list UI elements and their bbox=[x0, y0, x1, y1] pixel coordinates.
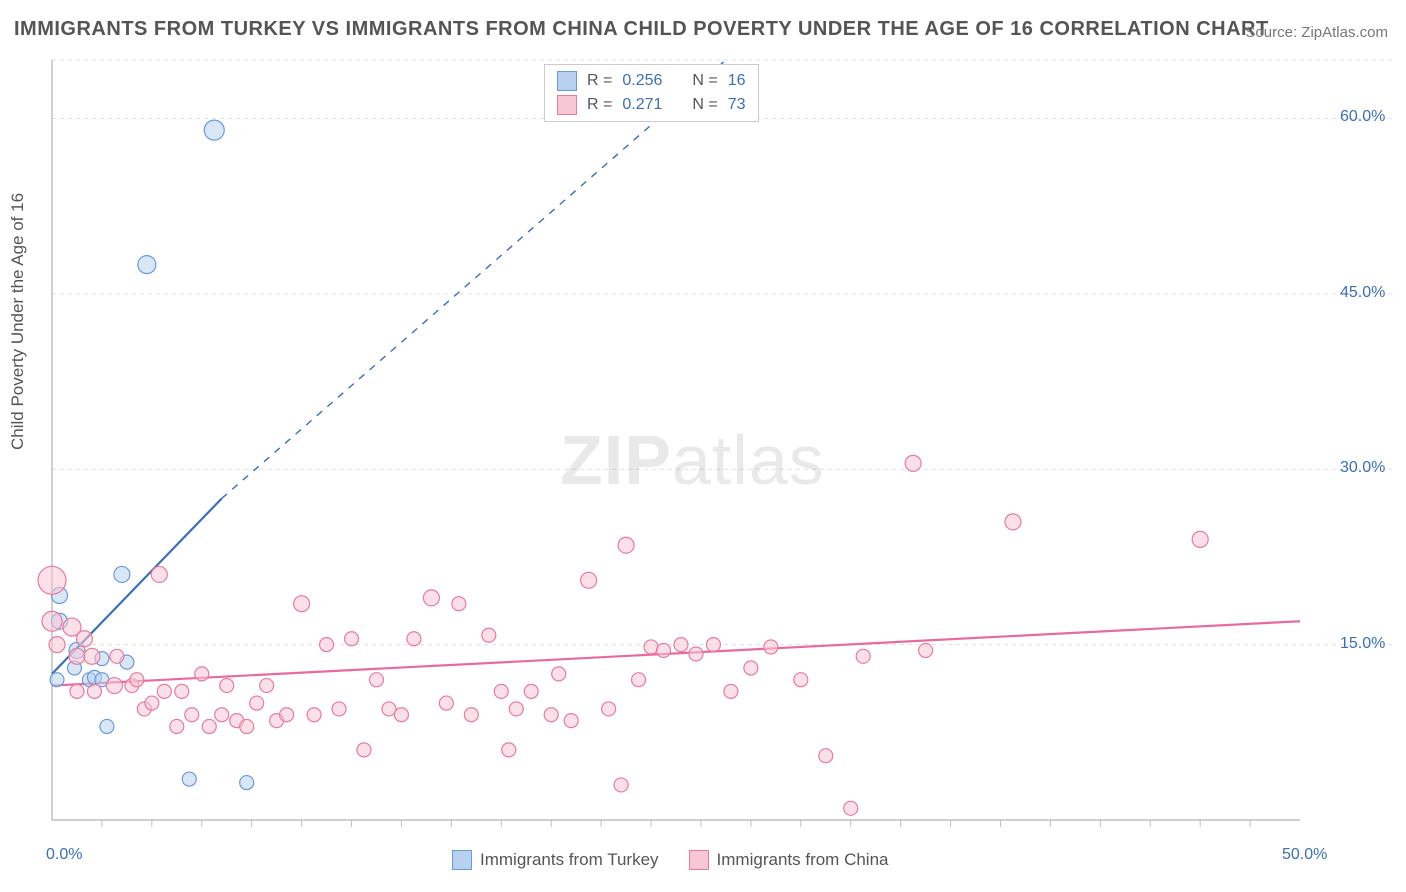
y-axis-label: Child Poverty Under the Age of 16 bbox=[8, 193, 28, 450]
y-tick-label: 45.0% bbox=[1340, 284, 1385, 302]
x-tick-label: 0.0% bbox=[46, 846, 82, 864]
legend-n-label: N = bbox=[692, 72, 717, 90]
legend-swatch-china bbox=[557, 95, 577, 115]
legend-r-label: R = bbox=[587, 72, 612, 90]
legend-swatch-turkey bbox=[557, 71, 577, 91]
chart-container: IMMIGRANTS FROM TURKEY VS IMMIGRANTS FRO… bbox=[0, 0, 1406, 892]
legend-label-china: Immigrants from China bbox=[717, 850, 889, 870]
legend-item-china: Immigrants from China bbox=[689, 850, 889, 870]
legend-swatch-china bbox=[689, 850, 709, 870]
y-tick-label: 60.0% bbox=[1340, 108, 1385, 126]
x-tick-label: 50.0% bbox=[1282, 846, 1327, 864]
legend-swatch-turkey bbox=[452, 850, 472, 870]
legend-r-label: R = bbox=[587, 96, 612, 114]
legend-r-value-turkey: 0.256 bbox=[622, 72, 662, 90]
correlation-legend: R = 0.256 N = 16 R = 0.271 N = 73 bbox=[544, 64, 759, 122]
series-legend: Immigrants from Turkey Immigrants from C… bbox=[452, 850, 888, 870]
legend-label-turkey: Immigrants from Turkey bbox=[480, 850, 659, 870]
legend-r-value-china: 0.271 bbox=[622, 96, 662, 114]
legend-n-label: N = bbox=[692, 96, 717, 114]
y-tick-label: 30.0% bbox=[1340, 459, 1385, 477]
legend-row: R = 0.271 N = 73 bbox=[557, 93, 746, 117]
legend-item-turkey: Immigrants from Turkey bbox=[452, 850, 659, 870]
legend-row: R = 0.256 N = 16 bbox=[557, 69, 746, 93]
scatter-chart bbox=[0, 0, 1406, 892]
legend-n-value-turkey: 16 bbox=[728, 72, 746, 90]
legend-n-value-china: 73 bbox=[728, 96, 746, 114]
y-tick-label: 15.0% bbox=[1340, 635, 1385, 653]
